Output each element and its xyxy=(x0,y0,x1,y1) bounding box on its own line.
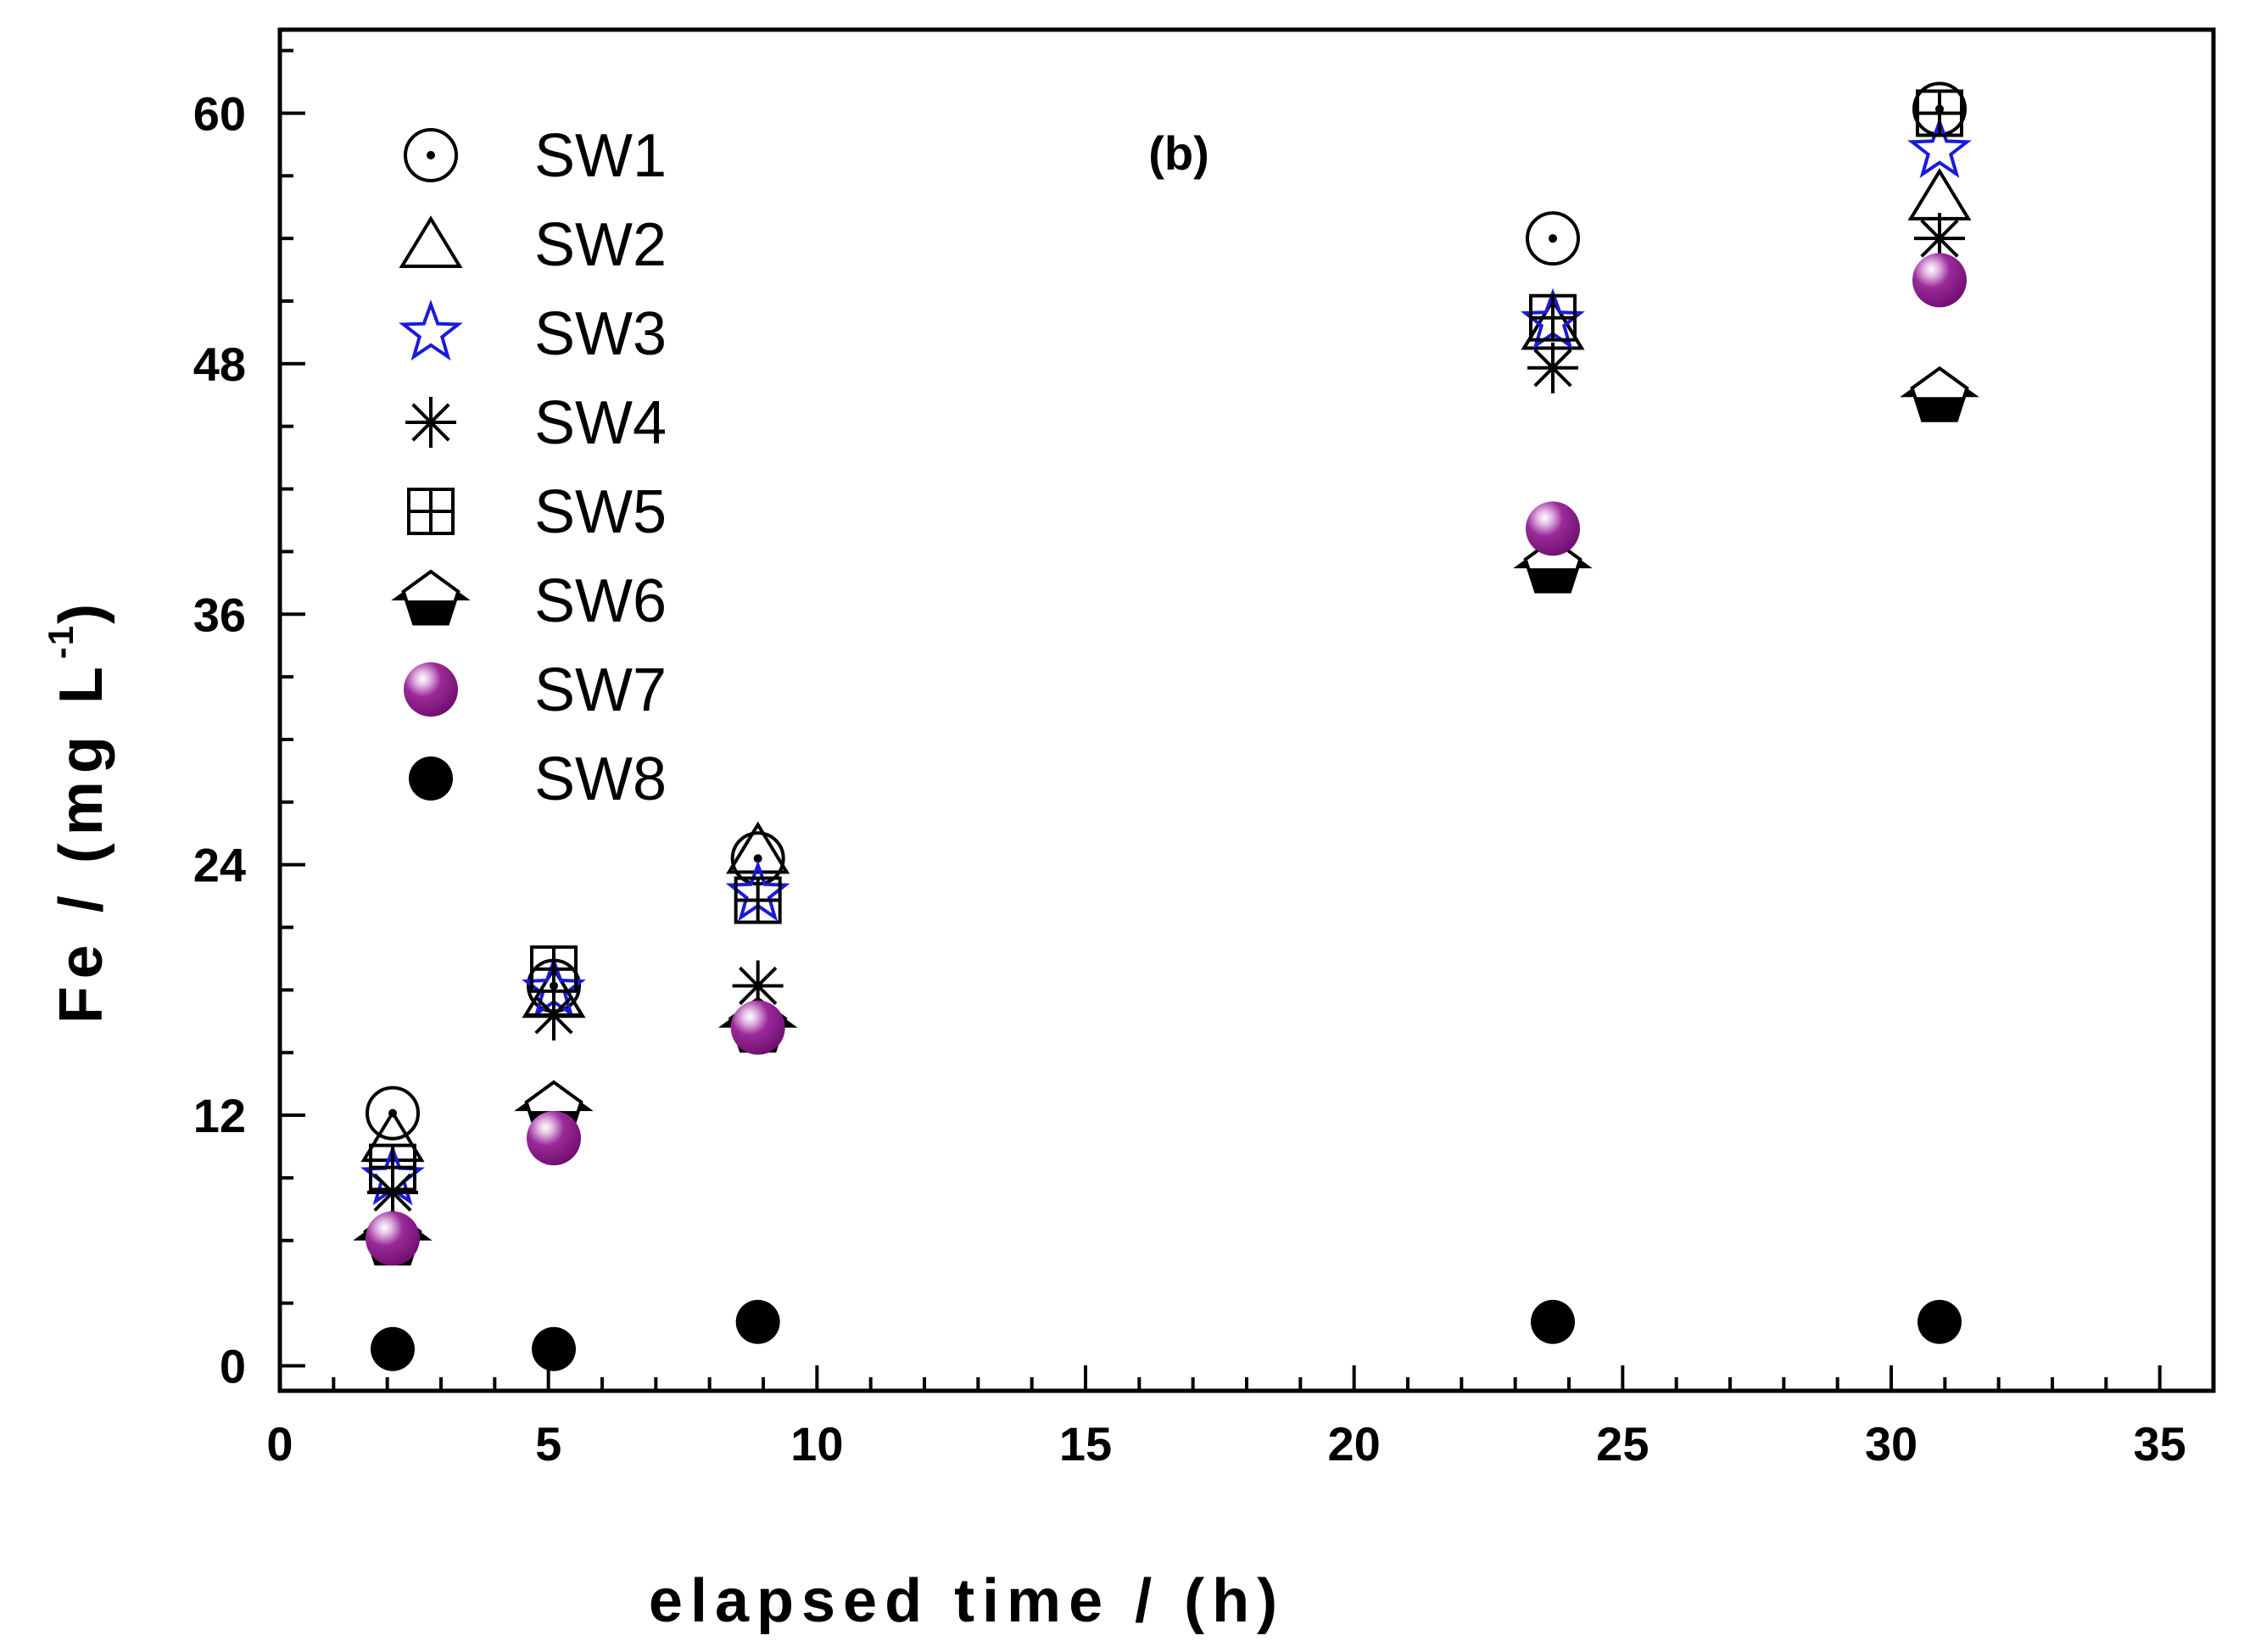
y-tick-label: 36 xyxy=(193,588,246,641)
legend-marker-sw4 xyxy=(405,397,456,448)
y-axis-title-superscript: -1 xyxy=(41,624,81,659)
legend-label-sw2: SW2 xyxy=(534,211,667,279)
data-point-sw1 xyxy=(1526,211,1580,266)
legend-item-sw8: SW8 xyxy=(409,745,667,813)
data-point-sw6 xyxy=(1513,537,1593,594)
x-axis-ticks xyxy=(278,1365,2215,1391)
legend-marker-sw2 xyxy=(399,215,463,268)
data-point-sw7 xyxy=(527,1111,581,1166)
legend-label-sw1: SW1 xyxy=(534,122,667,190)
y-tick-label: 24 xyxy=(193,839,246,892)
y-axis-title-main: Fe / (mg L xyxy=(47,659,115,1024)
legend-item-sw3: SW3 xyxy=(399,299,667,368)
series-sw7 xyxy=(366,253,1967,1266)
legend-item-sw5: SW5 xyxy=(407,478,667,546)
data-point-sw5 xyxy=(1529,293,1577,342)
x-tick-label: 0 xyxy=(266,1417,293,1471)
legend-marker-sw6 xyxy=(391,569,471,626)
x-tick-label: 25 xyxy=(1596,1417,1649,1471)
x-tick-label: 10 xyxy=(790,1417,843,1471)
legend-item-sw7: SW7 xyxy=(404,656,667,724)
data-point-sw1 xyxy=(730,831,785,886)
legend-item-sw6: SW6 xyxy=(391,567,667,635)
legend-marker-sw1 xyxy=(404,128,458,182)
x-axis-tick-labels: 0 5 10 15 20 25 30 35 xyxy=(266,1417,2185,1471)
y-axis-tick-labels: 0 12 24 36 48 60 xyxy=(193,87,246,1392)
series-sw5 xyxy=(369,89,1963,1192)
x-tick-label: 5 xyxy=(535,1417,561,1471)
data-point-sw7 xyxy=(1526,501,1580,556)
data-point-sw5 xyxy=(369,1143,416,1192)
x-tick-label: 30 xyxy=(1865,1417,1917,1471)
data-point-sw4 xyxy=(367,1167,418,1219)
legend: SW1 SW2 SW3 SW4 SW5 SW6 SW7 SW8 xyxy=(391,122,667,813)
data-point-sw6 xyxy=(1900,366,1979,422)
y-tick-label: 12 xyxy=(193,1089,246,1142)
data-point-sw5 xyxy=(530,945,578,993)
series-sw8 xyxy=(371,1299,1962,1371)
data-point-sw4 xyxy=(528,989,579,1041)
data-point-sw8 xyxy=(532,1326,576,1371)
legend-marker-sw7 xyxy=(404,662,458,717)
legend-label-sw5: SW5 xyxy=(534,478,667,546)
data-point-sw8 xyxy=(1917,1299,1962,1344)
legend-label-sw4: SW4 xyxy=(534,389,667,457)
data-point-sw8 xyxy=(1531,1299,1575,1344)
series-sw4 xyxy=(367,213,1965,1219)
y-axis-title-close: ) xyxy=(47,596,115,624)
data-point-sw2 xyxy=(1907,168,1972,220)
legend-marker-sw8 xyxy=(409,756,453,801)
data-point-sw5 xyxy=(1916,89,1963,137)
legend-label-sw3: SW3 xyxy=(534,300,667,368)
data-point-sw7 xyxy=(1912,253,1967,308)
legend-label-sw7: SW7 xyxy=(534,656,667,724)
x-axis-title: elapsed time / (h) xyxy=(649,1567,1285,1635)
panel-label: (b) xyxy=(1148,126,1209,180)
x-tick-label: 35 xyxy=(2134,1417,2186,1471)
data-point-sw5 xyxy=(734,876,782,924)
svg-text:Fe / (mg L-1): Fe / (mg L-1) xyxy=(41,596,115,1024)
y-tick-label: 0 xyxy=(220,1339,246,1392)
legend-label-sw8: SW8 xyxy=(534,745,667,813)
legend-item-sw4: SW4 xyxy=(405,389,667,457)
data-point-sw3 xyxy=(1907,116,1972,179)
legend-label-sw6: SW6 xyxy=(534,567,667,635)
data-point-sw4 xyxy=(1527,342,1578,393)
x-tick-label: 15 xyxy=(1059,1417,1112,1471)
legend-marker-sw3 xyxy=(399,299,463,361)
y-axis-ticks xyxy=(280,48,305,1368)
y-axis-title: Fe / (mg L-1) xyxy=(41,596,115,1024)
data-point-sw2 xyxy=(726,821,790,874)
legend-item-sw2: SW2 xyxy=(399,211,667,279)
data-point-sw7 xyxy=(366,1211,420,1266)
data-point-sw7 xyxy=(730,1000,785,1055)
y-tick-label: 60 xyxy=(193,87,246,140)
legend-marker-sw5 xyxy=(407,488,455,535)
legend-item-sw1: SW1 xyxy=(404,122,667,190)
data-point-sw8 xyxy=(735,1299,780,1344)
data-points xyxy=(353,81,1979,1371)
x-tick-label: 20 xyxy=(1328,1417,1381,1471)
y-tick-label: 48 xyxy=(193,338,246,391)
data-point-sw8 xyxy=(371,1326,415,1371)
